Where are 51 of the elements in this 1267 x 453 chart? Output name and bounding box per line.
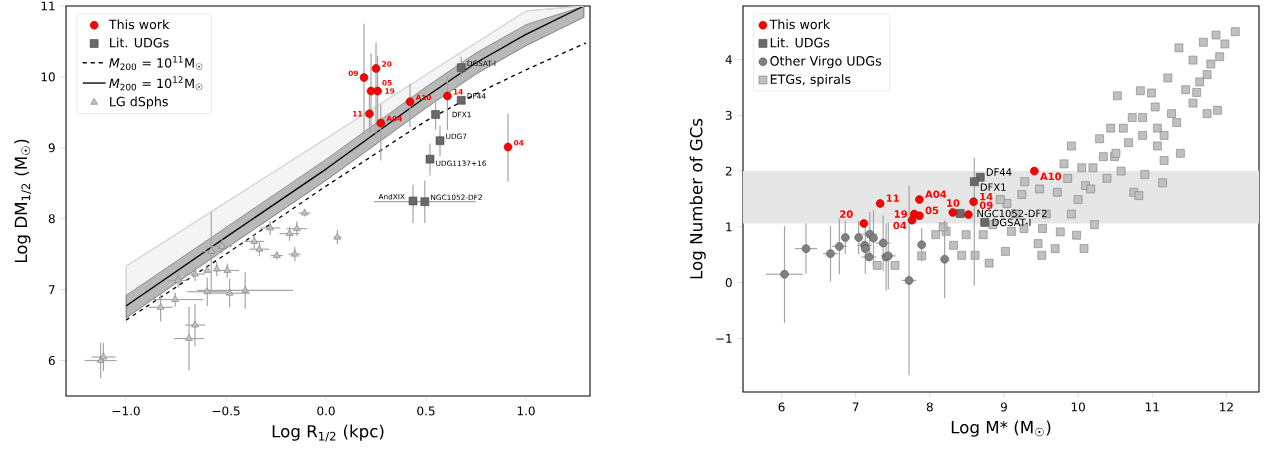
annotation: 04 [893, 221, 907, 230]
annotation: A04 [925, 190, 947, 198]
x-tick-label: 11 [1145, 402, 1159, 412]
y-tick-label: 1 [726, 222, 732, 232]
y-axis-title: Log DM$_{1/2}$ (M$_{☉}$) [14, 139, 32, 263]
annotation: 20 [840, 210, 853, 218]
legend-label: This work [108, 19, 170, 30]
y-tick-label: 10 [41, 72, 55, 82]
annotation: DGSAT-I [992, 218, 1031, 227]
y-tick-label: 9 [48, 143, 55, 153]
legend-label: Other Virgo UDGs [770, 55, 882, 69]
legend-label: LG dSphs [110, 96, 168, 109]
x-tick-label: 12 [1220, 402, 1233, 412]
y-tick-label: 3 [725, 110, 732, 120]
annotation: 05 [925, 206, 939, 215]
legend-label: ETGs, spirals [770, 74, 851, 87]
annotation: DFX1 [980, 183, 1006, 191]
x-tick-label: 7 [852, 402, 859, 412]
x-tick-label: 0.5 [417, 406, 435, 416]
legend-label: M$_{200}$ = 10$^{12}$M$_{☉}$ [109, 76, 203, 91]
y-tick-label: 0 [725, 278, 732, 288]
y-tick-label: 7 [48, 285, 55, 294]
annotation: 11 [886, 194, 899, 202]
legend-label: Lit. UDGs [110, 37, 169, 48]
legend-label: Lit. UDGs [770, 37, 830, 48]
x-tick-label: −1.0 [112, 406, 140, 416]
annotation: A10 [1040, 172, 1062, 181]
y-tick-label: 4 [725, 55, 732, 64]
x-tick-label: 0.0 [317, 406, 335, 416]
y-tick-label: −1 [716, 334, 732, 343]
y-tick-label: 8 [48, 214, 55, 224]
x-tick-label: −0.5 [212, 406, 240, 416]
legend-label: This work [769, 19, 831, 30]
annotation: 09 [979, 201, 993, 210]
y-axis-title: Log Number of GCs [689, 118, 706, 279]
x-tick-label: 8 [926, 402, 933, 412]
x-tick-label: 1.0 [517, 406, 535, 416]
annotation: NGC1052-DF2 [977, 209, 1047, 218]
x-tick-label: 9 [1000, 402, 1007, 412]
y-tick-label: 6 [48, 355, 55, 366]
x-axis-title: Log R$_{1/2}$ (kpc) [272, 424, 384, 442]
annotation: DF44 [986, 168, 1012, 176]
y-tick-label: 2 [725, 166, 732, 176]
legend-label: M$_{200}$ = 10$^{11}$M$_{☉}$ [109, 55, 203, 71]
annotation: 10 [947, 199, 960, 207]
x-tick-label: 6 [778, 402, 785, 412]
annotation: 19 [894, 210, 907, 218]
x-tick-label: 10 [1071, 402, 1085, 412]
x-axis-title: Log M* (M$_{☉}$) [951, 420, 1051, 437]
y-tick-label: 11 [41, 1, 55, 11]
annotation: 14 [980, 192, 993, 201]
